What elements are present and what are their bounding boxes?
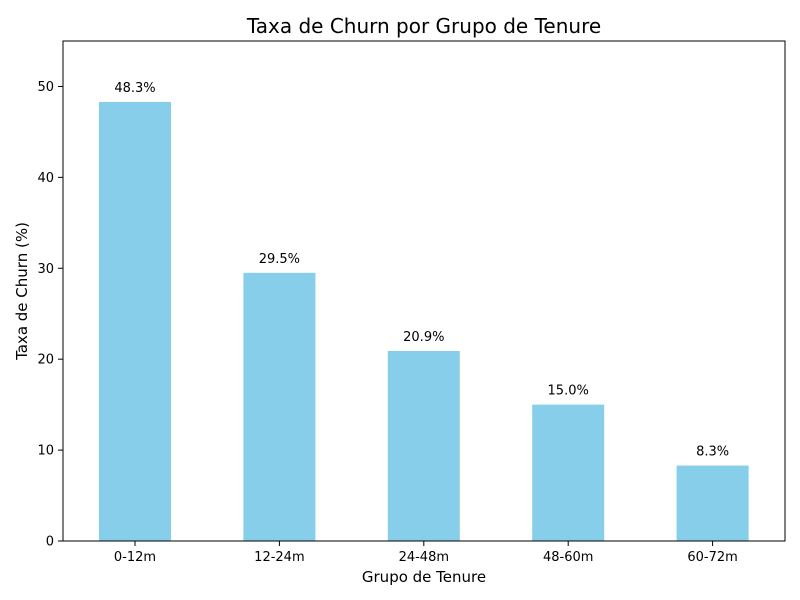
x-axis-label: Grupo de Tenure <box>362 568 486 586</box>
data-label-24-48m: 20.9% <box>403 330 444 345</box>
y-tick-label: 0 <box>46 535 54 550</box>
bar-48-60m <box>532 404 605 541</box>
y-tick-label: 50 <box>37 80 54 95</box>
data-label-12-24m: 29.5% <box>259 252 300 267</box>
x-tick-label: 24-48m <box>399 550 449 565</box>
chart-title: Taxa de Churn por Grupo de Tenure <box>246 14 601 38</box>
y-tick-label: 20 <box>37 353 54 368</box>
data-label-60-72m: 8.3% <box>696 445 729 460</box>
y-tick-label: 10 <box>37 444 54 459</box>
bar-0-12m <box>99 101 171 541</box>
x-tick-label: 12-24m <box>254 550 304 565</box>
x-tick-label: 0-12m <box>114 550 156 565</box>
data-labels-layer: 48.3% 29.5% 20.9% 15.0% 8.3% <box>114 81 729 460</box>
data-label-0-12m: 48.3% <box>114 81 155 96</box>
bar-60-72m <box>676 465 749 541</box>
bar-24-48m <box>387 351 460 541</box>
data-label-48-60m: 15.0% <box>548 384 589 399</box>
bar-12-24m <box>243 272 316 541</box>
bars-layer <box>99 101 749 541</box>
y-tick-label: 30 <box>37 262 54 277</box>
y-axis-label: Taxa de Churn (%) <box>13 222 31 361</box>
x-tick-label: 60-72m <box>687 550 737 565</box>
ticks-layer: 0-12m 12-24m 24-48m 48-60m 60-72m 0 10 20 30 40 50 <box>37 80 737 565</box>
plot-frame <box>62 40 786 542</box>
x-tick-label: 48-60m <box>543 550 593 565</box>
y-tick-label: 40 <box>37 171 54 186</box>
